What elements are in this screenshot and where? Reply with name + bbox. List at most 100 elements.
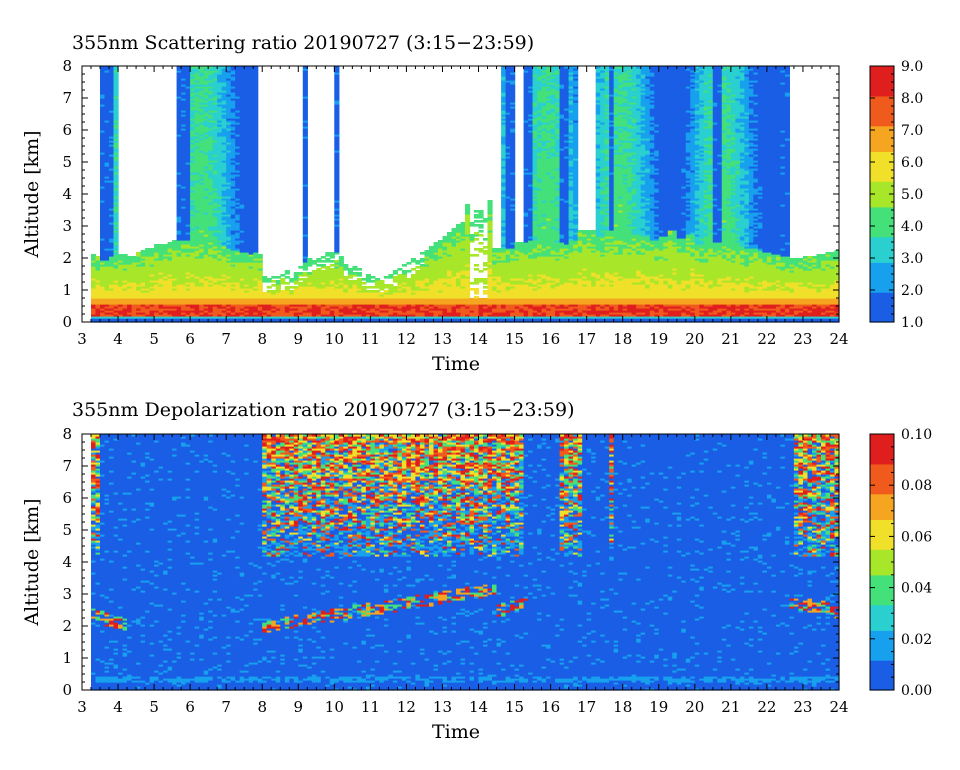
heatmap-cell [289,278,294,281]
heatmap-cell [298,278,303,281]
heatmap-cell [393,276,398,279]
heatmap-cell [343,276,348,279]
heatmap-cell [316,264,321,267]
heatmap-cell [276,276,281,279]
heatmap-cell [366,290,371,293]
heatmap-cell [298,266,303,269]
heatmap-cell [339,256,344,259]
heatmap-cell [267,290,272,293]
heatmap-cell [168,242,173,245]
heatmap-cell [294,286,299,289]
heatmap-cell [479,230,484,233]
heatmap-cell [303,278,308,281]
heatmap-cell [280,274,285,277]
heatmap-cell [474,288,479,291]
heatmap-cell [429,246,434,249]
heatmap-cell [325,252,330,255]
heatmap-cell [330,260,335,263]
heatmap-cell [375,278,380,281]
heatmap-cell [474,220,479,223]
heatmap-cell [271,280,276,283]
heatmap-cell [370,280,375,283]
heatmap-cell [150,248,155,251]
heatmap-cell [479,248,484,251]
heatmap-cell [479,270,484,273]
heatmap-cell [172,240,177,243]
heatmap-cell [280,290,285,293]
heatmap-cell [406,270,411,273]
heatmap-cell [470,222,475,225]
heatmap-cell [370,290,375,293]
heatmap-cell [470,234,475,237]
heatmap-cell [366,286,371,289]
heatmap-cell [474,210,479,213]
heatmap-cell [384,284,389,287]
heatmap-cell [474,296,479,299]
scattering-ratio-panel: 355nm Scattering ratio 20190727 (3:15−23… [21,32,923,375]
heatmap-cell [470,282,475,285]
heatmap-cell [479,234,484,237]
heatmap-cell [415,270,420,273]
heatmap-cell [330,268,335,271]
heatmap-cell [384,276,389,279]
heatmap-cell [267,286,272,289]
heatmap-cell [447,232,452,235]
heatmap-cell [289,286,294,289]
heatmap-cell [91,254,96,257]
heatmap-cell [325,258,330,261]
heatmap-cell [415,266,420,269]
heatmap-cell [470,298,475,301]
heatmap-cell [479,278,484,281]
heatmap-cell [271,290,276,293]
heatmap-cell [393,286,398,289]
heatmap-cell [352,280,357,283]
heatmap-cell [258,254,263,257]
heatmap-cell [271,276,276,279]
heatmap-cell [285,286,290,289]
heatmap-cell [474,224,479,227]
heatmap-cell [474,248,479,251]
heatmap-cell [334,260,339,263]
heatmap-cell [321,256,326,259]
heatmap-cell [289,290,294,293]
heatmap-cell [415,260,420,263]
heatmap-cell [388,284,393,287]
heatmap-cell [262,292,267,295]
heatmap-cell [154,244,159,247]
heatmap-cell [438,240,443,243]
heatmap-cell [402,270,407,273]
heatmap-cell [370,286,375,289]
heatmap-cell [474,254,479,257]
heatmap-cell [420,258,425,261]
scattering-ratio-heatmap [91,66,840,323]
heatmap-cell [357,268,362,271]
heatmap-cell [470,288,475,291]
heatmap-cell [321,260,326,263]
heatmap-cell [366,274,371,277]
heatmap-cell [361,286,366,289]
heatmap-cell [425,250,430,253]
heatmap-cell [474,214,479,217]
heatmap-cell [465,204,470,207]
heatmap-cell [402,264,407,267]
heatmap-cell [452,228,457,231]
heatmap-cell [312,270,317,273]
heatmap-cell [411,268,416,271]
heatmap-cell [479,242,484,245]
heatmap-cell [321,264,326,267]
heatmap-cell [474,264,479,267]
heatmap-cell [379,292,384,295]
heatmap-cell [474,268,479,271]
heatmap-cell [406,262,411,265]
heatmap-cell [474,238,479,241]
heatmap-cell [375,290,380,293]
heatmap-cell [461,222,466,225]
heatmap-cell [298,272,303,275]
heatmap-cell [325,266,330,269]
heatmap-cell [357,278,362,281]
heatmap-cell [406,278,411,281]
heatmap-cell [285,282,290,285]
heatmap-cell [397,274,402,277]
heatmap-cell [316,268,321,271]
heatmap-cell [307,258,312,261]
